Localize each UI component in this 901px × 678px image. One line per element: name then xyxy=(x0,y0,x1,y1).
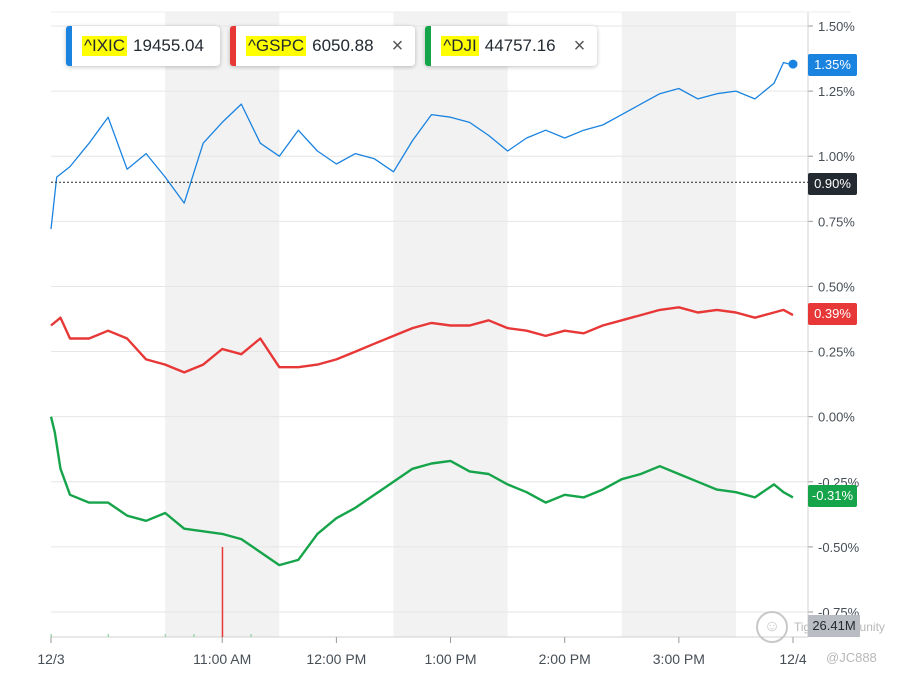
y-tick-label: 0.00% xyxy=(818,410,855,425)
x-tick-label: 12:00 PM xyxy=(306,651,366,667)
volume-bars xyxy=(50,547,252,637)
series-line-gspc xyxy=(50,306,794,374)
ixic-last-badge: 1.35% xyxy=(808,54,857,76)
x-tick-label: 3:00 PM xyxy=(653,651,705,667)
shaded-hour-band xyxy=(621,12,736,637)
y-tick-label: 0.25% xyxy=(818,345,855,360)
prev-close-badge: 0.90% xyxy=(808,173,857,195)
y-tick-label: 1.50% xyxy=(818,19,855,34)
y-tick-label: 0.75% xyxy=(818,214,855,229)
legend-value: 44757.16 xyxy=(484,36,556,55)
volume-bar xyxy=(193,634,195,637)
y-tick-label: 0.50% xyxy=(818,279,855,294)
tiger-logo-icon: ☺ xyxy=(756,611,788,643)
watermark-user: @JC888 xyxy=(826,650,877,665)
gridlines xyxy=(51,25,813,613)
gspc-last-badge: 0.39% xyxy=(808,303,857,325)
x-tick-label: 12/4 xyxy=(779,651,806,667)
x-tick-label: 1:00 PM xyxy=(424,651,476,667)
legend-color-bar xyxy=(229,26,236,66)
legend-symbol: ^DJI xyxy=(441,36,479,56)
legend-color-bar xyxy=(425,26,432,66)
volume-bar xyxy=(164,634,167,637)
volume-badge: 26.41M xyxy=(808,615,860,637)
volume-bar xyxy=(221,547,224,637)
legend-value: 19455.04 xyxy=(133,36,204,55)
close-icon[interactable]: × xyxy=(391,35,404,57)
series-line-ixic xyxy=(50,61,794,230)
legend-item-ixic[interactable]: ^IXIC 19455.04 xyxy=(66,26,220,66)
y-tick-label: -0.50% xyxy=(818,540,860,555)
x-tick-label: 11:00 AM xyxy=(193,651,251,667)
legend: ^IXIC 19455.04 ^GSPC 6050.88 × ^DJI 4475… xyxy=(66,26,598,66)
legend-symbol: ^IXIC xyxy=(82,36,128,56)
x-tick-label: 12/3 xyxy=(37,651,64,667)
dji-last-badge: -0.31% xyxy=(808,485,857,507)
legend-value: 6050.88 xyxy=(312,36,374,55)
tick-labels: 1.50%1.25%1.00%0.75%0.50%0.25%0.00%-0.25… xyxy=(37,19,859,667)
shaded-hour-band xyxy=(165,12,280,637)
legend-item-dji[interactable]: ^DJI 44757.16 × xyxy=(425,26,598,66)
ixic-last-point xyxy=(788,59,798,69)
legend-symbol: ^GSPC xyxy=(245,36,307,56)
series-lines xyxy=(49,59,798,567)
close-icon[interactable]: × xyxy=(573,35,586,57)
volume-bar xyxy=(107,634,110,637)
series-line-dji xyxy=(49,416,794,567)
x-tick-label: 2:00 PM xyxy=(539,651,591,667)
y-tick-label: 1.00% xyxy=(818,149,855,164)
y-tick-label: 1.25% xyxy=(818,84,855,99)
volume-bar xyxy=(250,634,252,637)
volume-bar xyxy=(50,634,52,637)
legend-color-bar xyxy=(66,26,72,66)
legend-item-gspc[interactable]: ^GSPC 6050.88 × xyxy=(229,26,416,66)
